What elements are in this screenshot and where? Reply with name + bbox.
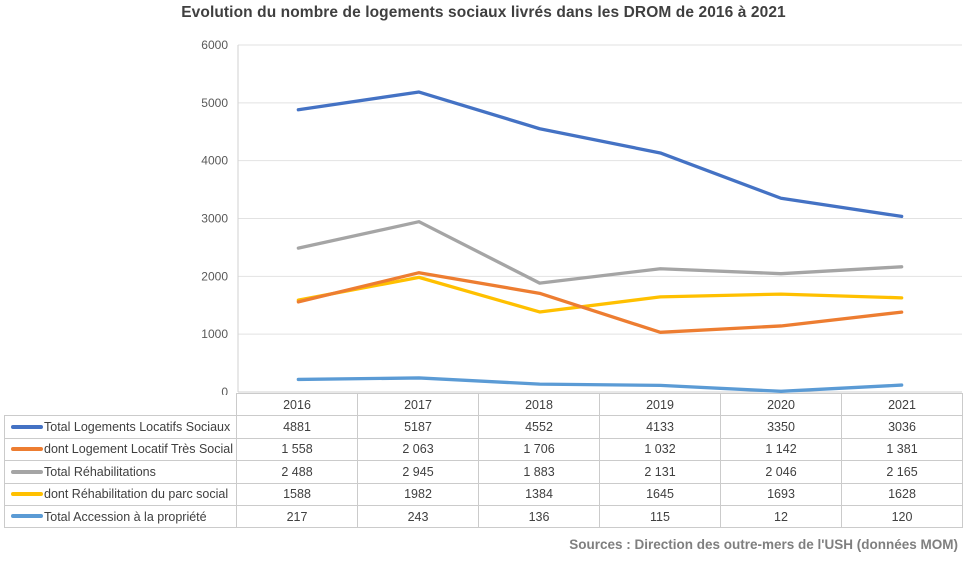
value-cell: 4881 — [236, 415, 358, 439]
value-cell: 1384 — [478, 482, 600, 506]
value-cell: 1 883 — [478, 460, 600, 484]
y-axis-tick-label: 5000 — [201, 96, 228, 110]
value-cell: 3350 — [720, 415, 842, 439]
value-cell: 217 — [236, 504, 358, 529]
table-header-row: 2016 2017 2018 2019 2020 2021 — [5, 392, 963, 417]
year-header-cell: 2017 — [357, 392, 479, 417]
value-cell: 4552 — [478, 415, 600, 439]
year-header-cell: 2018 — [478, 392, 600, 417]
value-cell: 1 142 — [720, 437, 842, 462]
table-row: Total Réhabilitations 2 488 2 945 1 883 2 13… — [4, 460, 963, 484]
y-axis-tick-label: 6000 — [201, 38, 228, 52]
chart-data-table: 2016 2017 2018 2019 2020 2021 Total Logements … — [4, 392, 963, 529]
value-cell: 2 131 — [599, 460, 721, 484]
year-header-cell: 2020 — [720, 392, 842, 417]
value-cell: 4133 — [599, 415, 721, 439]
value-cell: 1 558 — [236, 437, 358, 462]
series-line-5 — [296, 376, 904, 393]
year-header-cell: 2021 — [841, 392, 963, 417]
value-cell: 3036 — [841, 415, 963, 439]
legend-line-swatch — [11, 491, 43, 496]
year-header-cell: 2019 — [599, 392, 721, 417]
value-cell: 1 381 — [841, 437, 963, 462]
row-label-cell: Total Accession à la propriété — [4, 504, 237, 529]
series-name-label: dont Réhabilitation du parc social — [44, 487, 229, 502]
series-line-4 — [296, 275, 904, 314]
year-header-cell: 2016 — [236, 392, 358, 417]
value-cell: 1 706 — [478, 437, 600, 462]
line-chart-plot: 0 1000 2000 3000 4000 5000 6000 — [201, 38, 962, 395]
value-cell: 2 945 — [357, 460, 479, 484]
value-cell: 1645 — [599, 482, 721, 506]
value-cell: 120 — [841, 504, 963, 529]
row-label-cell: Total Logements Locatifs Sociaux — [4, 415, 237, 439]
series-name-label: Total Logements Locatifs Sociaux — [44, 420, 231, 435]
series-line-1 — [296, 90, 904, 219]
value-cell: 2 063 — [357, 437, 479, 462]
chart-title: Evolution du nombre de logements sociaux… — [181, 4, 786, 21]
series-name-label: Total Réhabilitations — [44, 464, 156, 479]
value-cell: 1693 — [720, 482, 842, 506]
legend-line-swatch — [11, 469, 43, 474]
y-axis-tick-label: 1000 — [201, 327, 228, 341]
value-cell: 1 032 — [599, 437, 721, 462]
y-axis-tick-label: 4000 — [201, 154, 228, 168]
table-row: dont Logement Locatif Très Social 1 558 2 … — [4, 437, 963, 462]
legend-line-swatch — [11, 514, 43, 519]
value-cell: 2 046 — [720, 460, 842, 484]
row-label-cell: dont Logement Locatif Très Social — [4, 437, 237, 462]
series-name-label: Total Accession à la propriété — [44, 509, 207, 524]
value-cell: 243 — [357, 504, 479, 529]
table-row: Total Accession à la propriété 217 243 136 1… — [4, 504, 963, 529]
value-cell: 1982 — [357, 482, 479, 506]
value-cell: 1588 — [236, 482, 358, 506]
series-line-2 — [296, 271, 904, 334]
table-row: dont Réhabilitation du parc social 1588 19… — [4, 482, 963, 506]
y-axis-tick-label: 2000 — [201, 269, 228, 283]
legend-line-swatch — [11, 447, 43, 452]
table-corner-cell — [5, 394, 237, 416]
value-cell: 115 — [599, 504, 721, 529]
y-axis-tick-label: 0 — [221, 385, 228, 395]
table-row: Total Logements Locatifs Sociaux 4881 5187… — [4, 415, 963, 439]
value-cell: 2 165 — [841, 460, 963, 484]
row-label-cell: dont Réhabilitation du parc social — [4, 482, 237, 506]
value-cell: 12 — [720, 504, 842, 529]
legend-line-swatch — [11, 424, 43, 429]
y-axis-tick-label: 3000 — [201, 212, 228, 226]
value-cell: 5187 — [357, 415, 479, 439]
row-label-cell: Total Réhabilitations — [4, 460, 237, 484]
value-cell: 2 488 — [236, 460, 358, 484]
value-cell: 136 — [478, 504, 600, 529]
series-name-label: dont Logement Locatif Très Social — [44, 442, 234, 457]
value-cell: 1628 — [841, 482, 963, 506]
source-note: Sources : Direction des outre-mers de l'… — [569, 537, 958, 552]
series-line-3 — [296, 220, 904, 285]
